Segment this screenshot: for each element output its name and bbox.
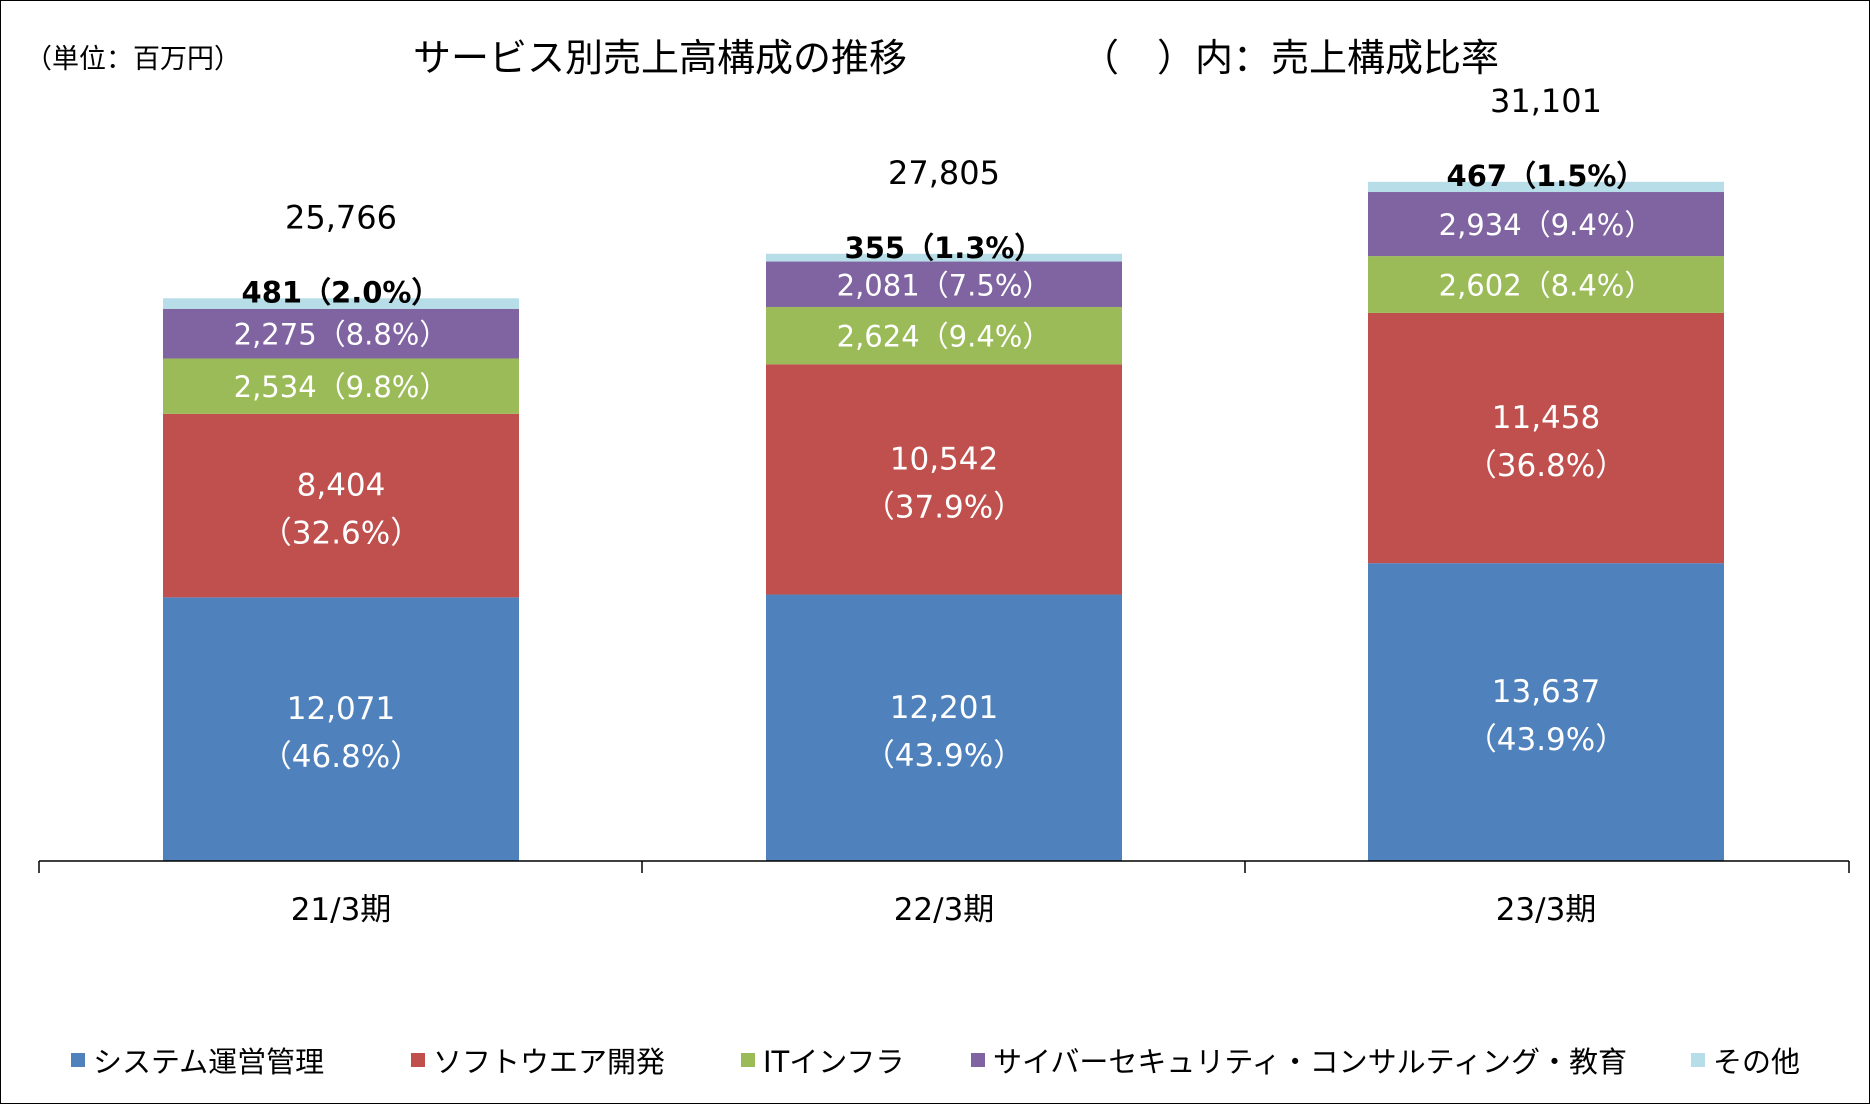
data-label-other-2: 355（1.3%）	[845, 231, 1044, 265]
data-label-pct-system-ops-3: （43.9%）	[1466, 722, 1626, 758]
data-label-cyber-security-2: 2,081（7.5%）	[837, 268, 1052, 302]
legend-label-system-ops: システム運営管理	[93, 1045, 325, 1079]
data-label-system-ops-2: 12,201	[890, 690, 998, 726]
data-label-cyber-security-1: 2,275（8.8%）	[234, 318, 449, 352]
data-label-pct-software-dev-3: （36.8%）	[1466, 448, 1626, 484]
bar-cyber-security-2	[766, 261, 1122, 307]
legend-item-other: その他	[1691, 1039, 1800, 1081]
x-tick-label-1: 21/3期	[291, 892, 392, 928]
chart-title: サービス別売上高構成の推移	[413, 36, 908, 80]
legend-label-other: その他	[1713, 1045, 1801, 1079]
data-label-pct-system-ops-2: （43.9%）	[864, 738, 1024, 774]
legend-item-system-ops: システム運営管理	[71, 1039, 324, 1081]
bar-other-1	[163, 298, 519, 309]
ratio-note: （ ）内：売上構成比率	[1081, 36, 1500, 80]
bar-it-infra-2	[766, 306, 1122, 365]
unit-label: （単位：百万円）	[25, 44, 241, 75]
data-label-it-infra-3: 2,602（8.4%）	[1439, 269, 1654, 303]
data-label-cyber-security-3: 2,934（9.4%）	[1439, 208, 1654, 242]
x-tick-label-2: 22/3期	[894, 892, 995, 928]
data-label-system-ops-1: 12,071	[287, 691, 395, 727]
data-label-system-ops-3: 13,637	[1492, 674, 1600, 710]
total-label-2: 27,805	[888, 154, 1000, 192]
data-label-other-3: 467（1.5%）	[1447, 159, 1646, 193]
bar-other-2	[766, 253, 1122, 262]
data-label-software-dev-1: 8,404	[297, 468, 386, 504]
legend-label-software-dev: ソフトウエア開発	[433, 1045, 666, 1079]
data-label-other-1: 481（2.0%）	[242, 275, 441, 309]
legend-swatch-other	[1691, 1053, 1705, 1067]
legend-item-software-dev: ソフトウエア開発	[411, 1039, 665, 1081]
bar-cyber-security-1	[163, 308, 519, 359]
data-label-pct-software-dev-1: （32.6%）	[261, 516, 421, 552]
data-label-it-infra-1: 2,534（9.8%）	[234, 370, 449, 404]
bar-software-dev-1	[163, 413, 519, 598]
bar-it-infra-3	[1368, 256, 1724, 313]
legend-item-cyber-security: サイバーセキュリティ・コンサルティング・教育	[971, 1039, 1627, 1081]
legend-item-it-infra: ITインフラ	[741, 1039, 904, 1081]
bar-software-dev-2	[766, 364, 1122, 595]
legend-swatch-system-ops	[71, 1053, 85, 1067]
bar-cyber-security-3	[1368, 192, 1724, 257]
bar-system-ops-1	[163, 597, 519, 861]
bar-system-ops-2	[766, 594, 1122, 861]
legend: システム運営管理 ソフトウエア開発 ITインフラ サイバーセキュリティ・コンサルティン…	[1, 1039, 1869, 1079]
total-label-1: 25,766	[285, 198, 397, 236]
bar-it-infra-1	[163, 358, 519, 414]
stacked-bar-chart: 12,071 （46.8%） 8,404 （32.6%） 2,534（9.8%） 2,27…	[38, 82, 1850, 928]
data-label-software-dev-2: 10,542	[890, 441, 998, 477]
bar-system-ops-3	[1368, 563, 1724, 861]
bar-other-3	[1368, 181, 1724, 193]
data-label-pct-software-dev-2: （37.9%）	[864, 489, 1024, 525]
legend-label-it-infra: ITインフラ	[763, 1045, 905, 1079]
data-label-it-infra-2: 2,624（9.4%）	[837, 320, 1052, 354]
legend-swatch-software-dev	[411, 1053, 425, 1067]
legend-label-cyber-security: サイバーセキュリティ・コンサルティング・教育	[993, 1045, 1627, 1079]
legend-swatch-it-infra	[741, 1053, 755, 1067]
legend-swatch-cyber-security	[971, 1053, 985, 1067]
total-label-3: 31,101	[1490, 82, 1602, 120]
data-label-software-dev-3: 11,458	[1492, 400, 1600, 436]
data-label-pct-system-ops-1: （46.8%）	[261, 739, 421, 775]
bar-software-dev-3	[1368, 312, 1724, 564]
x-tick-label-3: 23/3期	[1496, 892, 1597, 928]
